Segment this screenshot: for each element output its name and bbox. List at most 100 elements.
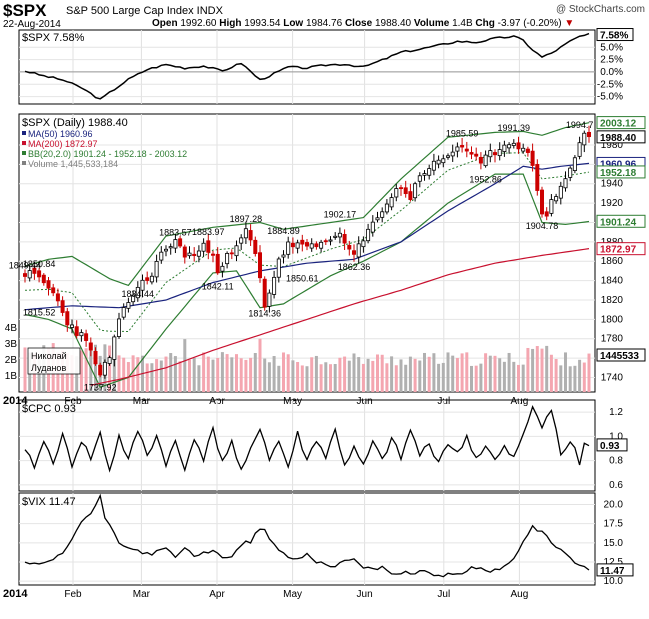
candle-body: [225, 253, 230, 265]
volume-bar: [79, 350, 83, 392]
candle-body: [413, 183, 418, 199]
volume-bar: [225, 354, 229, 392]
volume-bar: [272, 356, 276, 392]
candle-body: [27, 270, 32, 279]
volume-bar: [282, 352, 285, 392]
down-arrow-icon: ▼: [564, 18, 575, 29]
volume-bar: [169, 353, 173, 392]
cpc-panel-frame: [18, 399, 596, 492]
volume-bar: [408, 356, 412, 392]
candle-body: [234, 245, 239, 257]
low-value: 1984.76: [306, 18, 343, 29]
cpc-tick-label: 0.6: [609, 480, 623, 491]
volume-bar: [521, 364, 525, 392]
candle-body: [483, 154, 488, 167]
price-right-label: 1445533: [600, 351, 639, 362]
candle-body: [159, 251, 164, 261]
candle-body: [375, 217, 380, 221]
month-label: Aug: [511, 589, 529, 600]
candle-body: [319, 241, 324, 249]
candle-body: [535, 164, 540, 191]
index-name: S&P 500 Large Cap Index INDX: [66, 5, 223, 17]
relative-tick-label: -2.5%: [597, 79, 623, 90]
volume-tick-label: 4B: [5, 323, 18, 334]
candle-body: [347, 244, 352, 250]
volume-label: Volume: [413, 18, 450, 29]
price-tick-label: 1820: [601, 295, 624, 306]
candle-body: [196, 250, 201, 257]
vix-last-value-box: [596, 563, 634, 577]
candle-body: [145, 277, 150, 281]
candle-body: [98, 364, 103, 376]
relative-line: [24, 32, 590, 100]
volume-bar: [173, 356, 177, 392]
candle-body: [32, 267, 37, 274]
volume-bar: [249, 357, 253, 392]
price-right-label-box: [596, 214, 646, 228]
volume-bar: [479, 363, 483, 392]
price-tick-label: 1780: [601, 334, 624, 345]
volume-bar: [267, 362, 271, 392]
open-label: Open: [152, 18, 178, 29]
volume-bar: [122, 357, 126, 392]
candle-body: [79, 332, 84, 337]
legend-swatch: [22, 151, 26, 155]
volume-bar: [380, 354, 384, 392]
volume-bar: [474, 365, 478, 392]
volume-bar: [540, 348, 544, 392]
candle-body: [394, 188, 399, 198]
volume-bar: [587, 353, 591, 392]
candle-body: [384, 203, 389, 213]
volume-bar: [451, 355, 455, 392]
price-annotation: 1985.59: [446, 129, 479, 139]
price-annotation: 1737.92: [84, 382, 117, 392]
volume-bar: [545, 345, 549, 392]
candle-body: [309, 243, 314, 249]
volume-bar: [131, 355, 135, 392]
candle-body: [107, 357, 112, 364]
volume-bar: [112, 344, 116, 392]
month-label: Jun: [357, 589, 373, 600]
volume-bar: [202, 352, 206, 392]
candle-body: [206, 240, 211, 253]
legend-swatch: [22, 141, 26, 145]
legend-entry: Volume 1,445,533,184: [28, 159, 118, 169]
candle-body: [295, 242, 300, 249]
volume-bar: [192, 358, 196, 392]
stockcharts-credit[interactable]: @ StockCharts.com: [555, 4, 645, 15]
volume-bar: [23, 347, 27, 392]
vix-tick-label: 12.5: [604, 557, 624, 568]
vix-last-value: 11.47: [600, 566, 625, 577]
volume-bar: [460, 353, 464, 392]
candle-body: [163, 248, 168, 252]
price-right-label-box: [596, 130, 646, 144]
volume-bar: [376, 354, 379, 392]
volume-bar: [502, 361, 506, 392]
candle-body: [511, 142, 516, 146]
relative-panel-frame: [18, 29, 596, 105]
ma50-line: [24, 162, 590, 311]
quote-date: 22-Aug-2014: [3, 19, 61, 30]
volume-bar: [427, 356, 431, 392]
volume-bar: [300, 365, 304, 392]
chg-label: Chg: [475, 18, 495, 29]
price-annotation: 1904.78: [526, 221, 559, 231]
candle-body: [497, 149, 502, 157]
candle-body: [516, 142, 521, 150]
volume-bar: [291, 360, 295, 392]
candle-body: [431, 160, 436, 171]
candle-body: [361, 240, 366, 248]
price-right-label: 1872.97: [600, 245, 637, 256]
candle-body: [563, 178, 568, 189]
watermark-line-1: Николай: [31, 351, 67, 361]
price-tick-label: 1800: [601, 314, 624, 325]
volume-bar: [361, 363, 365, 392]
volume-bar: [578, 359, 582, 392]
open-value: 1992.60: [180, 18, 217, 29]
ticker-symbol: $SPX: [3, 1, 47, 20]
volume-bar: [258, 338, 262, 392]
volume-bar: [329, 364, 332, 392]
price-annotation: 1850.61: [286, 273, 319, 283]
candle-body: [229, 252, 234, 255]
candle-body: [210, 253, 215, 256]
